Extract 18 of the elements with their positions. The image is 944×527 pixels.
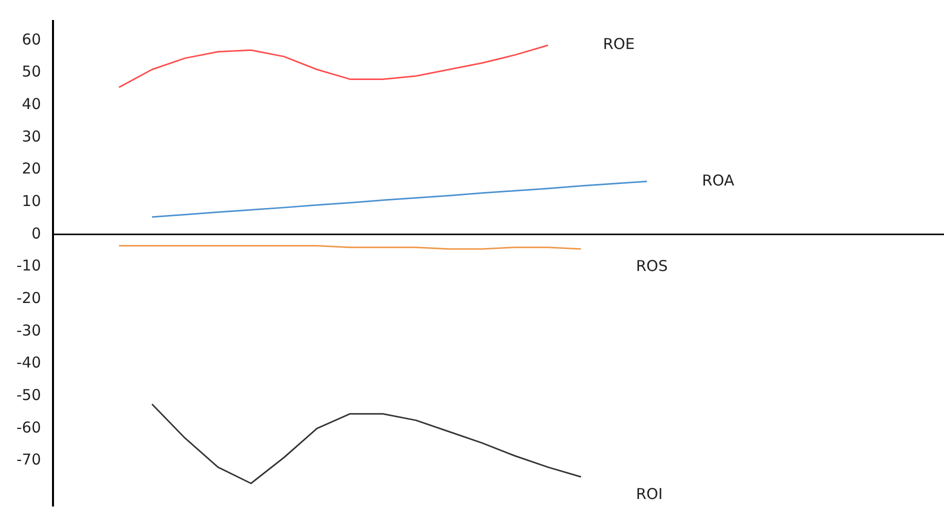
y-tick-label: 20 — [22, 160, 41, 178]
y-tick-label: 30 — [22, 127, 41, 146]
y-tick-label: -40 — [16, 354, 41, 372]
y-tick-label: -70 — [16, 450, 41, 469]
y-tick-label: 0 — [31, 224, 41, 242]
y-tick-label: 40 — [22, 94, 41, 113]
y-tick-label: -30 — [16, 321, 41, 340]
text: ROA — [702, 171, 735, 190]
text: ROS — [636, 256, 668, 275]
y-tick-label: -60 — [16, 418, 41, 436]
y-tick-label: -50 — [16, 386, 41, 404]
text: ROI — [636, 484, 663, 503]
y-tick-label: 50 — [22, 62, 41, 81]
y-tick-label: 60 — [22, 30, 41, 48]
y-tick-label: 10 — [22, 192, 41, 210]
y-tick-label: -10 — [16, 256, 41, 275]
text: ROE — [603, 35, 635, 54]
y-tick-label: -20 — [16, 288, 41, 307]
